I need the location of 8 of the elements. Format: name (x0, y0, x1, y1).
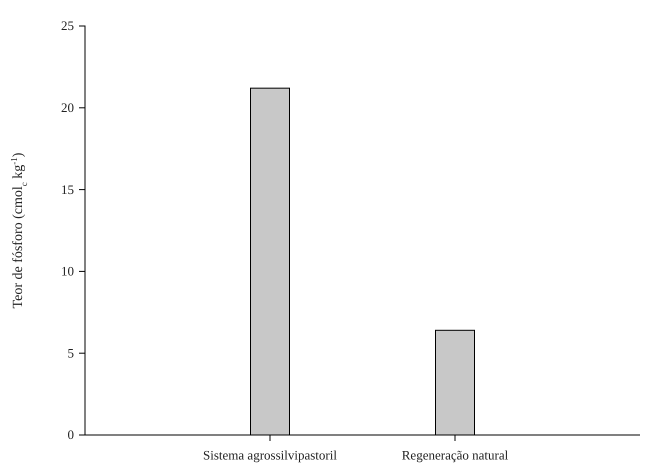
x-tick-label: Regeneração natural (402, 448, 509, 463)
y-tick-label: 20 (61, 100, 74, 115)
y-tick-label: 0 (68, 427, 74, 442)
x-tick-label: Sistema agrossilvipastoril (203, 448, 338, 463)
y-tick-label: 5 (68, 345, 74, 360)
y-tick-label: 15 (61, 182, 74, 197)
y-tick-label: 10 (61, 264, 74, 279)
y-tick-label: 25 (61, 18, 74, 34)
